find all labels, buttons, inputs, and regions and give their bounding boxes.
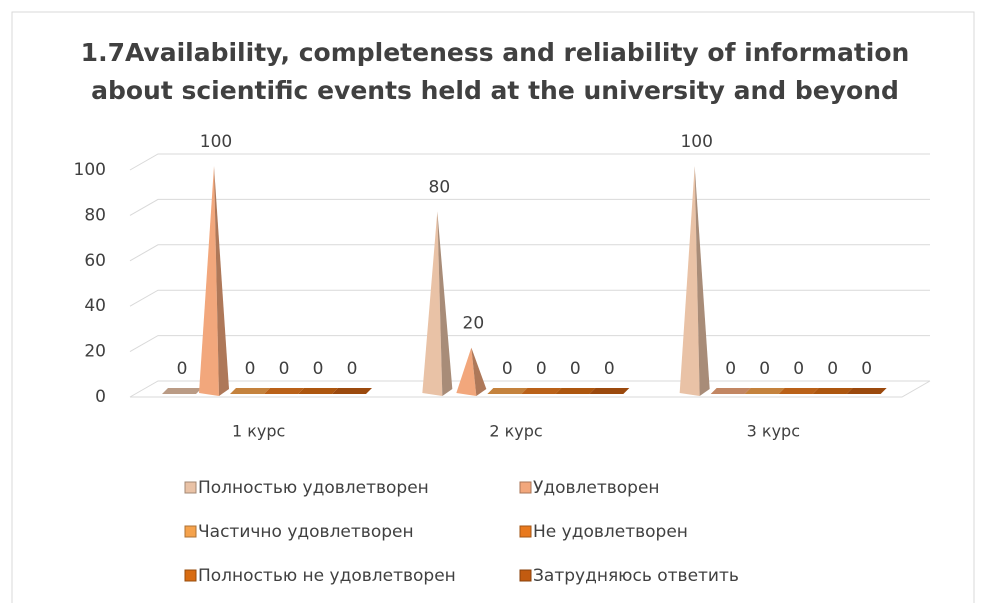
pyramid-face	[679, 166, 700, 396]
pyramid-face	[332, 388, 372, 394]
y-tick-label: 40	[84, 296, 106, 316]
data-label: 0	[759, 359, 770, 379]
data-label: 0	[502, 359, 513, 379]
x-tick-label: 2 курс	[489, 422, 542, 441]
pyramid	[422, 211, 453, 396]
data-label: 100	[200, 132, 232, 152]
pyramid-face	[710, 388, 751, 394]
chart-title: 1.7Availability, completeness and reliab…	[80, 38, 910, 105]
grid-line	[129, 244, 930, 262]
legend-label: Затрудняюсь ответить	[533, 566, 739, 586]
pyramid-face	[422, 211, 443, 396]
pyramid	[679, 166, 710, 396]
data-label: 0	[570, 359, 581, 379]
pyramid	[778, 388, 819, 394]
pyramid-face	[778, 388, 819, 394]
data-label: 0	[861, 359, 872, 379]
data-label: 0	[177, 359, 188, 379]
legend-marker	[519, 569, 532, 582]
x-tick-label: 3 курс	[747, 422, 800, 441]
pyramid-face	[487, 388, 528, 394]
legend-label: Частично удовлетворен	[198, 522, 414, 542]
data-label: 0	[536, 359, 547, 379]
grid-line	[129, 289, 930, 307]
data-label: 0	[313, 359, 324, 379]
pyramid-face	[589, 388, 630, 394]
data-label: 0	[279, 359, 290, 379]
y-tick-label: 60	[84, 251, 106, 271]
legend-label: Полностью удовлетворен	[198, 478, 429, 498]
pyramid	[521, 388, 562, 394]
legend-marker	[184, 569, 197, 582]
data-label: 0	[725, 359, 736, 379]
pyramid-face	[264, 388, 304, 394]
pyramid-face	[437, 211, 453, 396]
legend-marker	[519, 525, 532, 538]
pyramid-face	[162, 388, 202, 394]
pyramid	[456, 347, 487, 396]
data-label: 20	[463, 314, 485, 334]
pyramid	[199, 166, 229, 396]
pyramid-face	[230, 388, 270, 394]
legend-marker	[519, 481, 532, 494]
x-tick-label: 1 курс	[232, 422, 285, 441]
pyramid-face	[456, 347, 477, 396]
pyramid	[487, 388, 528, 394]
pyramid-face	[521, 388, 562, 394]
floor	[130, 380, 931, 398]
pyramid	[555, 388, 596, 394]
y-tick-label: 0	[95, 387, 106, 407]
legend-label: Полностью не удовлетворен	[198, 566, 456, 586]
pyramid	[744, 388, 785, 394]
pyramid	[230, 388, 270, 394]
pyramid-face	[694, 166, 710, 396]
pyramid-face	[846, 388, 887, 394]
legend-marker	[184, 525, 197, 538]
y-tick-label: 80	[84, 205, 106, 225]
pyramid	[710, 388, 751, 394]
pyramid	[846, 388, 887, 394]
pyramid-face	[199, 166, 219, 396]
pyramid	[332, 388, 372, 394]
pyramid-face	[812, 388, 853, 394]
pyramid-face	[471, 347, 487, 396]
grid-line	[129, 153, 930, 171]
grid-line	[129, 198, 930, 216]
grid-line	[129, 380, 930, 398]
data-label: 0	[793, 359, 804, 379]
data-label: 100	[680, 132, 712, 152]
chart-frame	[11, 11, 975, 603]
pyramid	[162, 388, 202, 394]
data-label: 80	[429, 177, 451, 197]
y-tick-label: 100	[74, 160, 106, 180]
legend-marker	[184, 481, 197, 494]
pyramid	[264, 388, 304, 394]
data-label: 0	[245, 359, 256, 379]
legend-label: Удовлетворен	[533, 478, 660, 498]
data-label: 0	[604, 359, 615, 379]
y-tick-label: 20	[84, 342, 106, 362]
pyramid-face	[555, 388, 596, 394]
data-label: 0	[347, 359, 358, 379]
data-label: 0	[827, 359, 838, 379]
pyramid	[589, 388, 630, 394]
legend-label: Не удовлетворен	[533, 522, 688, 542]
pyramid-face	[214, 166, 229, 396]
pyramid	[298, 388, 338, 394]
pyramid	[812, 388, 853, 394]
pyramid-face	[298, 388, 338, 394]
pyramid-face	[744, 388, 785, 394]
grid-line	[129, 335, 930, 353]
